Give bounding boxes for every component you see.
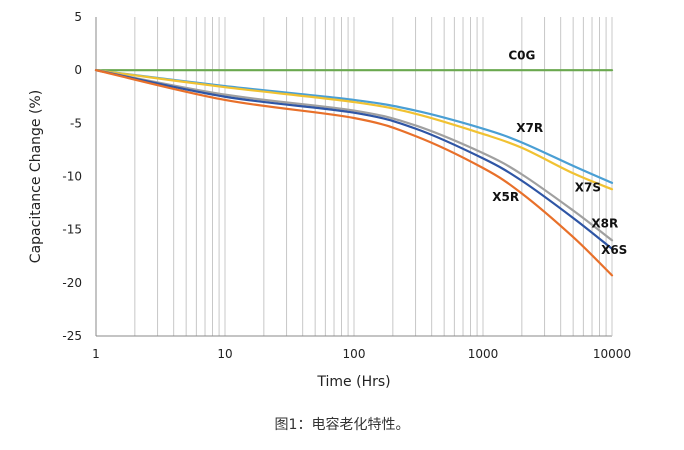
x-tick-label: 10	[217, 347, 232, 361]
x-tick-label: 1000	[468, 347, 499, 361]
line-chart: C0G X7R X7S X8R X6S X5R 5 0 -5 -10 -15 -20 -25 1 10 10…	[28, 10, 631, 390]
x-tick-label: 100	[343, 347, 366, 361]
series-label-x8r: X8R	[591, 217, 618, 231]
series-line-x5r	[94, 69, 614, 277]
y-tick-label: -25	[62, 329, 82, 343]
series-lines	[94, 69, 614, 277]
tick-labels: 5 0 -5 -10 -15 -20 -25 1 10 100 1000 10000	[62, 10, 631, 361]
y-axis-title: Capacitance Change (%)	[28, 90, 44, 263]
y-tick-label: 0	[74, 63, 82, 77]
figure-caption: 图1：电容老化特性。	[274, 417, 410, 433]
series-label-x7s: X7S	[575, 180, 601, 194]
grid	[95, 17, 613, 336]
x-tick-label: 10000	[593, 347, 631, 361]
x-tick-label: 1	[92, 347, 100, 361]
y-tick-label: -10	[62, 170, 82, 184]
y-tick-label: -20	[62, 276, 82, 290]
series-line-x7s	[94, 69, 614, 191]
series-line-x8r	[94, 69, 614, 242]
y-tick-label: -15	[62, 223, 82, 237]
series-label-c0g: C0G	[508, 49, 535, 63]
series-label-x5r: X5R	[492, 190, 519, 204]
series-line-x6s	[94, 69, 614, 250]
series-label-x7r: X7R	[516, 121, 543, 135]
y-tick-label: -5	[70, 116, 82, 130]
series-labels: C0G X7R X7S X8R X6S X5R	[492, 49, 627, 258]
x-axis-title: Time (Hrs)	[316, 374, 390, 390]
y-tick-label: 5	[74, 10, 82, 24]
series-label-x6s: X6S	[601, 243, 627, 257]
